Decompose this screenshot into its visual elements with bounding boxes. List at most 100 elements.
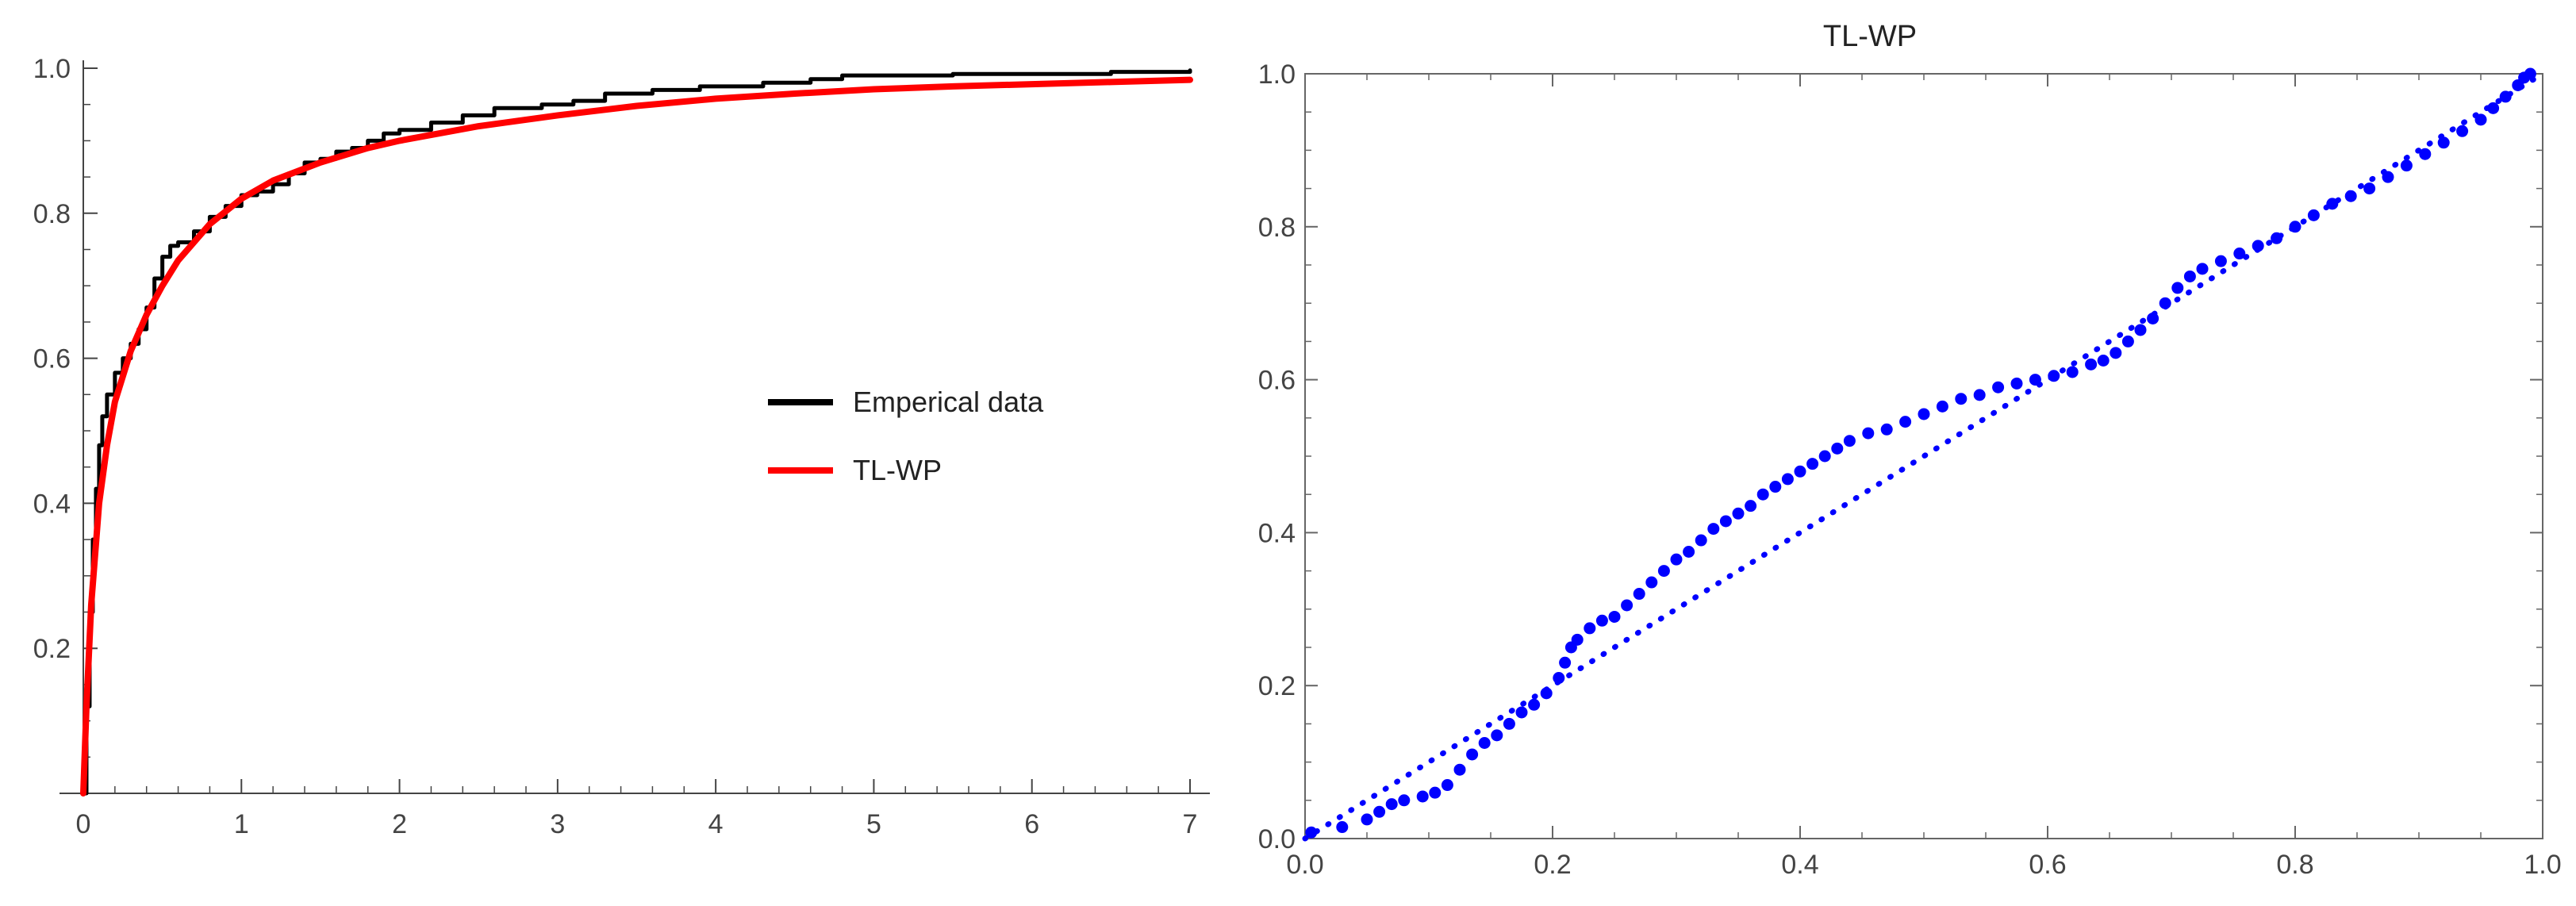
x-tick-label: 7 — [1183, 809, 1198, 839]
x-tick-label: 5 — [866, 809, 881, 839]
pp-point — [2400, 159, 2413, 172]
pp-point — [1756, 488, 1769, 501]
pp-point — [1621, 599, 1634, 612]
pp-point — [1955, 393, 1968, 405]
pp-point — [1503, 717, 1515, 730]
x-tick-label: 4 — [708, 809, 724, 839]
pp-point — [2252, 240, 2264, 252]
pp-point — [1373, 805, 1386, 818]
y-tick-label: 0.6 — [33, 344, 71, 374]
pp-point — [1695, 534, 1707, 547]
pp-point — [1973, 389, 1986, 401]
x-tick-label: 0 — [76, 809, 91, 839]
pp-point — [1781, 473, 1794, 486]
pp-point — [1732, 507, 1745, 520]
pp-point — [1336, 821, 1349, 834]
y-tick-label: 0.2 — [33, 634, 71, 664]
pp-point — [2499, 90, 2512, 103]
pp-point — [2289, 221, 2302, 233]
pp-point — [1719, 515, 1732, 528]
pp-point — [2121, 335, 2134, 347]
x-tick-label: 0.4 — [1781, 850, 1818, 880]
y-tick-label: 0.0 — [1258, 824, 1296, 854]
pp-point — [1491, 729, 1503, 742]
pp-point — [1571, 633, 1584, 646]
pp-point — [1670, 553, 1683, 566]
pp-point — [2110, 347, 2122, 359]
ecdf-axes — [60, 60, 1210, 794]
pp-point — [2419, 148, 2432, 160]
pp-point — [1818, 450, 1831, 463]
pp-point — [1441, 779, 1453, 792]
pp-point — [1992, 381, 2005, 393]
y-tick-label: 0.6 — [1258, 366, 1296, 396]
pp-point — [1398, 794, 1411, 807]
pp-point — [2159, 297, 2171, 309]
pp-point — [1429, 786, 1442, 799]
x-tick-label: 0.2 — [1534, 850, 1571, 880]
y-tick-label: 0.4 — [33, 489, 71, 519]
series-tl-wp — [80, 76, 1193, 797]
pp-point — [2048, 370, 2060, 382]
ecdf-ticks: 0 1 2 3 4 5 6 7 0.2 0.4 0.6 0.8 1.0 — [33, 54, 1198, 839]
pp-point — [1559, 656, 1572, 669]
x-tick-label: 1 — [234, 809, 249, 839]
pp-point — [1707, 523, 1720, 536]
pp-point — [1305, 826, 1318, 839]
y-tick-label: 0.4 — [1258, 518, 1296, 548]
y-tick-label: 0.2 — [1258, 671, 1296, 701]
pp-point — [2326, 198, 2339, 210]
x-tick-label: 2 — [392, 809, 407, 839]
x-tick-label: 0.8 — [2276, 850, 2313, 880]
pp-point — [2307, 209, 2320, 221]
pp-point — [2134, 324, 2147, 336]
pp-point — [2097, 355, 2110, 367]
pp-point — [2085, 358, 2098, 370]
pp-point — [1595, 614, 1608, 627]
series-emperical-data — [81, 68, 1192, 796]
pp-point — [1899, 416, 1912, 428]
pp-point — [2196, 263, 2209, 275]
ecdf-legend: Emperical data TL-WP — [768, 386, 1044, 486]
pp-point — [1608, 610, 1621, 623]
y-tick-label: 0.8 — [33, 199, 71, 229]
pp-point — [1794, 465, 1806, 478]
pp-point — [1528, 698, 1541, 711]
pp-point — [2010, 377, 2023, 390]
pp-point — [2214, 255, 2227, 267]
pp-plot-title: TL-WP — [1823, 20, 1917, 53]
pp-plot-points — [1302, 67, 2546, 842]
reference-line — [1302, 71, 2546, 842]
ecdf-series — [80, 68, 1193, 797]
pp-point — [1880, 423, 1893, 436]
pp-point — [1515, 706, 1528, 719]
pp-point — [2066, 366, 2079, 378]
ecdf-chart: 0 1 2 3 4 5 6 7 0.2 0.4 0.6 0.8 1.0 Emperical data T… — [33, 54, 1210, 839]
x-tick-label: 0.6 — [2029, 850, 2066, 880]
pp-point — [2363, 182, 2376, 195]
x-tick-label: 0.0 — [1286, 850, 1323, 880]
pp-point — [2456, 125, 2469, 137]
pp-point — [1769, 481, 1782, 493]
pp-point — [1806, 458, 1819, 470]
y-tick-label: 1.0 — [33, 54, 71, 84]
pp-point — [1416, 790, 1429, 803]
legend-label-emperical: Emperical data — [853, 386, 1044, 418]
pp-point — [1745, 500, 1757, 513]
pp-point — [1862, 427, 1875, 440]
pp-point — [1936, 400, 1948, 413]
pp-point — [2437, 136, 2450, 149]
legend-label-tl-wp: TL-WP — [853, 454, 942, 486]
pp-point — [1657, 565, 1670, 578]
pp-plot-ticks: 0.0 0.2 0.4 0.6 0.8 1.0 0.0 0.2 0.4 0.6 0.8 1.0 — [1258, 60, 2562, 880]
pp-point — [1453, 763, 1466, 776]
pp-point — [2474, 113, 2487, 126]
pp-point — [1478, 737, 1491, 749]
pp-point — [2171, 282, 2184, 294]
pp-point — [1645, 576, 1658, 589]
pp-point — [2382, 171, 2394, 183]
pp-point — [1584, 622, 1596, 635]
pp-point — [1843, 435, 1856, 447]
x-tick-label: 1.0 — [2524, 850, 2561, 880]
